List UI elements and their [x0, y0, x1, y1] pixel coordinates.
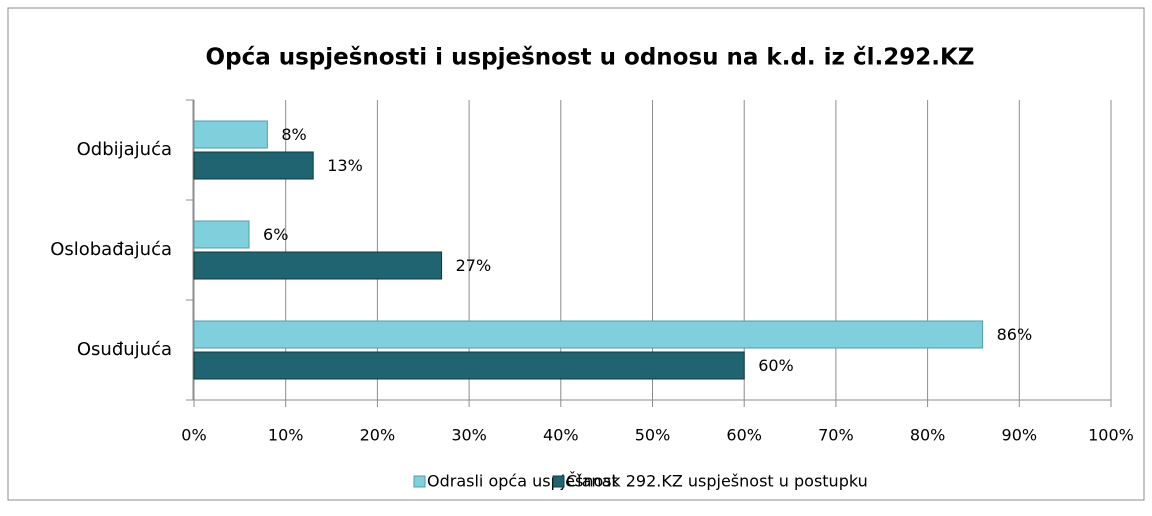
legend-swatch: [552, 475, 565, 488]
x-tick-label: 90%: [1002, 426, 1038, 445]
value-label: 86%: [997, 325, 1033, 344]
x-tick-label: 0%: [181, 426, 206, 445]
value-label: 13%: [327, 156, 363, 175]
bar: [193, 351, 745, 380]
bar: [193, 120, 268, 149]
bar: [193, 251, 443, 280]
value-label: 8%: [281, 125, 306, 144]
x-tick-label: 40%: [543, 426, 579, 445]
x-tick-label: 30%: [451, 426, 487, 445]
x-tick-label: 70%: [818, 426, 854, 445]
y-tick-label: Oslobađajuća: [50, 239, 172, 260]
x-tick-label: 80%: [910, 426, 946, 445]
legend-label: Članak 292.KZ uspješnost u postupku: [566, 472, 868, 491]
y-tick-label: Osuđujuća: [77, 339, 172, 360]
value-label: 60%: [758, 356, 794, 375]
x-tick-label: 60%: [726, 426, 762, 445]
bar: [193, 220, 250, 249]
value-label: 27%: [456, 256, 492, 275]
x-tick-label: 10%: [268, 426, 304, 445]
y-tick-label: Odbijajuća: [77, 139, 172, 160]
x-tick-label: 50%: [635, 426, 671, 445]
value-label: 6%: [263, 225, 288, 244]
x-tick-label: 20%: [360, 426, 396, 445]
legend-label: Odrasli opća uspješnost: [427, 472, 618, 491]
legend-swatch: [413, 475, 426, 488]
chart-title: Opća uspješnosti i uspješnost u odnosu n…: [206, 45, 975, 71]
bar: [193, 151, 314, 180]
bar: [193, 320, 984, 349]
x-tick-label: 100%: [1088, 426, 1134, 445]
